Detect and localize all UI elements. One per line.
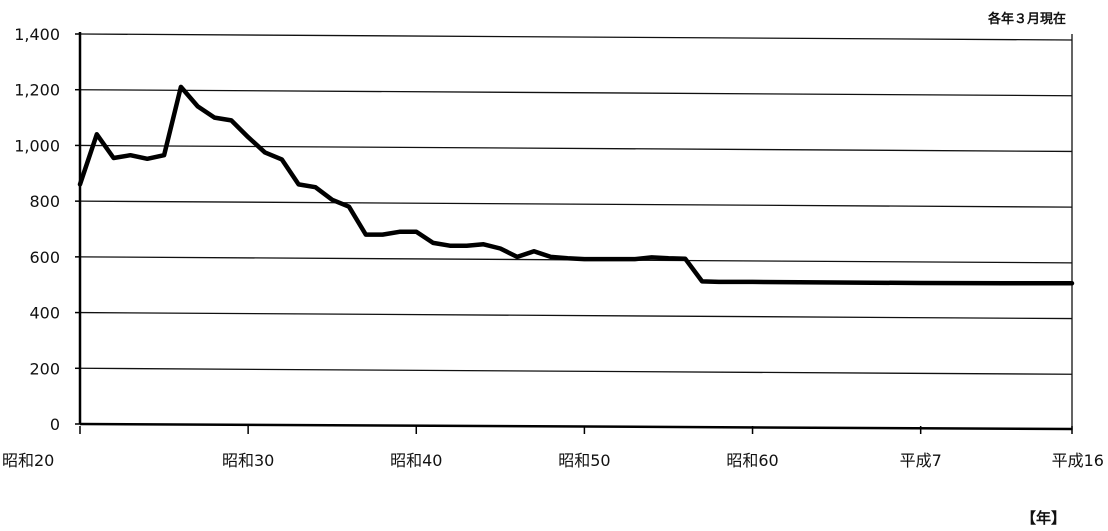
data-point xyxy=(466,245,468,247)
gridline-800 xyxy=(79,200,1073,208)
y-tick-label: 400 xyxy=(29,304,60,323)
data-point xyxy=(516,256,518,258)
x-tick-label: 平成16 xyxy=(1052,451,1104,470)
data-point xyxy=(247,136,249,138)
data-point xyxy=(751,281,754,283)
data-point xyxy=(1004,282,1006,284)
y-tick-label: 0 xyxy=(50,415,60,434)
axes xyxy=(78,32,1073,431)
data-point xyxy=(197,105,199,107)
x-tick-label: 平成7 xyxy=(900,451,942,470)
grid-lines xyxy=(79,33,1073,375)
data-point xyxy=(583,258,586,260)
chart-annotation: 各年３月現在 xyxy=(987,11,1066,27)
data-point xyxy=(415,231,417,233)
data-point xyxy=(398,231,401,233)
data-point xyxy=(96,133,98,135)
y-tick-label: 200 xyxy=(29,359,60,378)
y-axis-ticks: 0 200 400 600 800 1,000 1,200 1,400 xyxy=(14,25,80,434)
data-point xyxy=(331,199,333,201)
y-tick-label: 800 xyxy=(29,192,60,211)
gridline-1400 xyxy=(79,33,1073,41)
data-point xyxy=(735,281,737,283)
data-point xyxy=(314,186,316,188)
data-point xyxy=(836,281,838,284)
data-point xyxy=(213,117,216,119)
data-point xyxy=(600,258,602,260)
x-tick-label: 昭和30 xyxy=(222,451,274,470)
data-point xyxy=(180,86,182,88)
data-point xyxy=(146,158,148,160)
data-point xyxy=(701,280,703,282)
gridline-400 xyxy=(79,311,1073,320)
data-point xyxy=(482,243,485,245)
data-point xyxy=(432,242,434,244)
gridline-1000 xyxy=(79,144,1073,153)
data-point xyxy=(382,234,384,236)
gridline-1200 xyxy=(79,89,1073,97)
data-point xyxy=(651,256,653,258)
data-point xyxy=(129,154,131,156)
data-point xyxy=(634,258,636,260)
data-point xyxy=(567,257,569,259)
x-tick-label: 昭和60 xyxy=(726,451,778,470)
y-tick-label: 600 xyxy=(29,248,60,267)
data-point xyxy=(684,258,686,260)
x-axis-line xyxy=(79,422,1073,431)
series-line xyxy=(77,84,1075,286)
x-axis-unit-label: 【年】 xyxy=(1021,509,1066,527)
data-point xyxy=(264,151,266,153)
data-point xyxy=(1071,282,1073,284)
data-point xyxy=(499,247,501,250)
data-point xyxy=(550,256,552,258)
y-tick-label: 1,400 xyxy=(14,25,60,44)
data-point xyxy=(348,206,350,208)
data-point xyxy=(281,158,283,160)
data-point xyxy=(718,281,720,283)
data-point xyxy=(230,119,232,121)
gridline-200 xyxy=(79,367,1073,375)
data-point xyxy=(113,157,115,159)
x-tick-label: 昭和40 xyxy=(390,451,442,470)
data-point xyxy=(920,282,922,284)
y-tick-label: 1,000 xyxy=(14,136,60,155)
data-point xyxy=(365,234,367,236)
series-group xyxy=(77,84,1075,286)
x-tick-label: 昭和50 xyxy=(558,451,610,470)
data-point xyxy=(449,245,451,247)
x-tick-label: 昭和20 xyxy=(2,451,54,470)
y-tick-label: 1,200 xyxy=(14,81,60,100)
x-axis-ticks: 昭和20 昭和30 昭和40 昭和50 昭和60 平成7 平成16 xyxy=(2,426,1104,470)
data-point xyxy=(163,154,165,156)
data-point xyxy=(79,183,81,185)
data-point xyxy=(298,183,300,185)
data-point xyxy=(533,250,535,252)
data-point xyxy=(617,258,619,260)
data-point xyxy=(667,257,670,259)
